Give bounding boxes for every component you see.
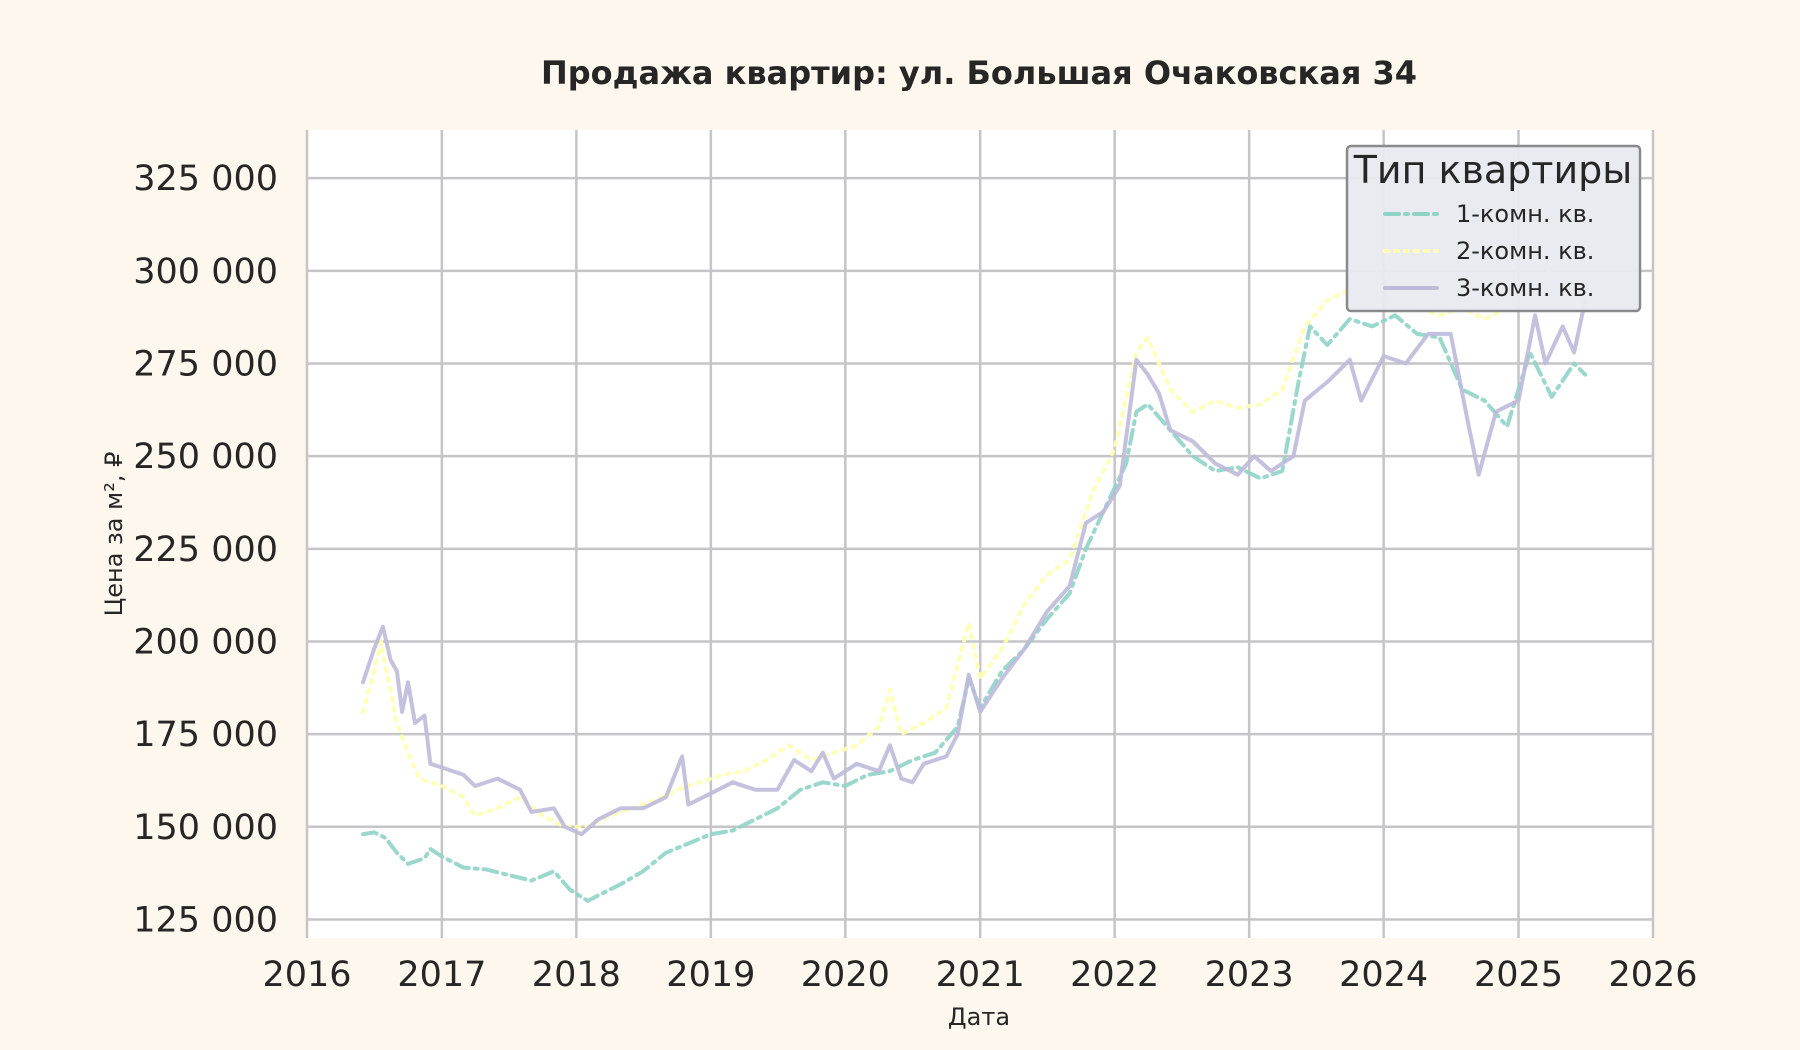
x-tick-label: 2017 [397, 955, 486, 995]
legend-entry-label: 3-комн. кв. [1456, 274, 1594, 302]
y-tick-label: 175 000 [133, 715, 278, 755]
x-axis-label: Дата [948, 1003, 1010, 1031]
legend-entry-label: 1-комн. кв. [1456, 200, 1594, 228]
y-tick-label: 200 000 [133, 622, 278, 662]
y-tick-label: 325 000 [133, 159, 278, 199]
series-lines [361, 146, 1588, 903]
legend-entry-label: 2-комн. кв. [1456, 237, 1594, 265]
legend-title: Тип квартиры [1353, 148, 1633, 192]
series-line-3 [361, 298, 1588, 837]
x-tick-label: 2025 [1474, 955, 1563, 995]
x-axis-ticks: 2016 2017 2018 2019 2020 2021 2022 2023 2024 2025… [262, 955, 1697, 995]
x-tick-label: 2024 [1339, 955, 1428, 995]
y-tick-label: 150 000 [133, 808, 278, 848]
x-tick-label: 2021 [936, 955, 1025, 995]
y-tick-label: 300 000 [133, 252, 278, 292]
x-tick-label: 2026 [1608, 955, 1697, 995]
series-line-2 [361, 146, 1588, 829]
x-tick-label: 2019 [666, 955, 755, 995]
x-tick-label: 2016 [262, 955, 351, 995]
y-axis-ticks: 125 000 150 000 175 000 200 000 225 000 250 0… [133, 159, 278, 940]
x-tick-label: 2023 [1205, 955, 1294, 995]
legend: Тип квартиры 1-комн. кв. 2-комн. кв. 3-ком… [1345, 144, 1642, 313]
legend-box [1345, 144, 1642, 313]
x-tick-label: 2018 [532, 955, 621, 995]
y-axis-label: Цена за м², ₽ [100, 452, 128, 617]
y-tick-label: 125 000 [133, 900, 278, 940]
x-tick-label: 2022 [1070, 955, 1159, 995]
y-tick-label: 275 000 [133, 345, 278, 385]
x-tick-label: 2020 [801, 955, 890, 995]
y-tick-label: 250 000 [133, 437, 278, 477]
chart-title: Продажа квартир: ул. Большая Очаковская … [541, 54, 1417, 92]
y-tick-label: 225 000 [133, 530, 278, 570]
